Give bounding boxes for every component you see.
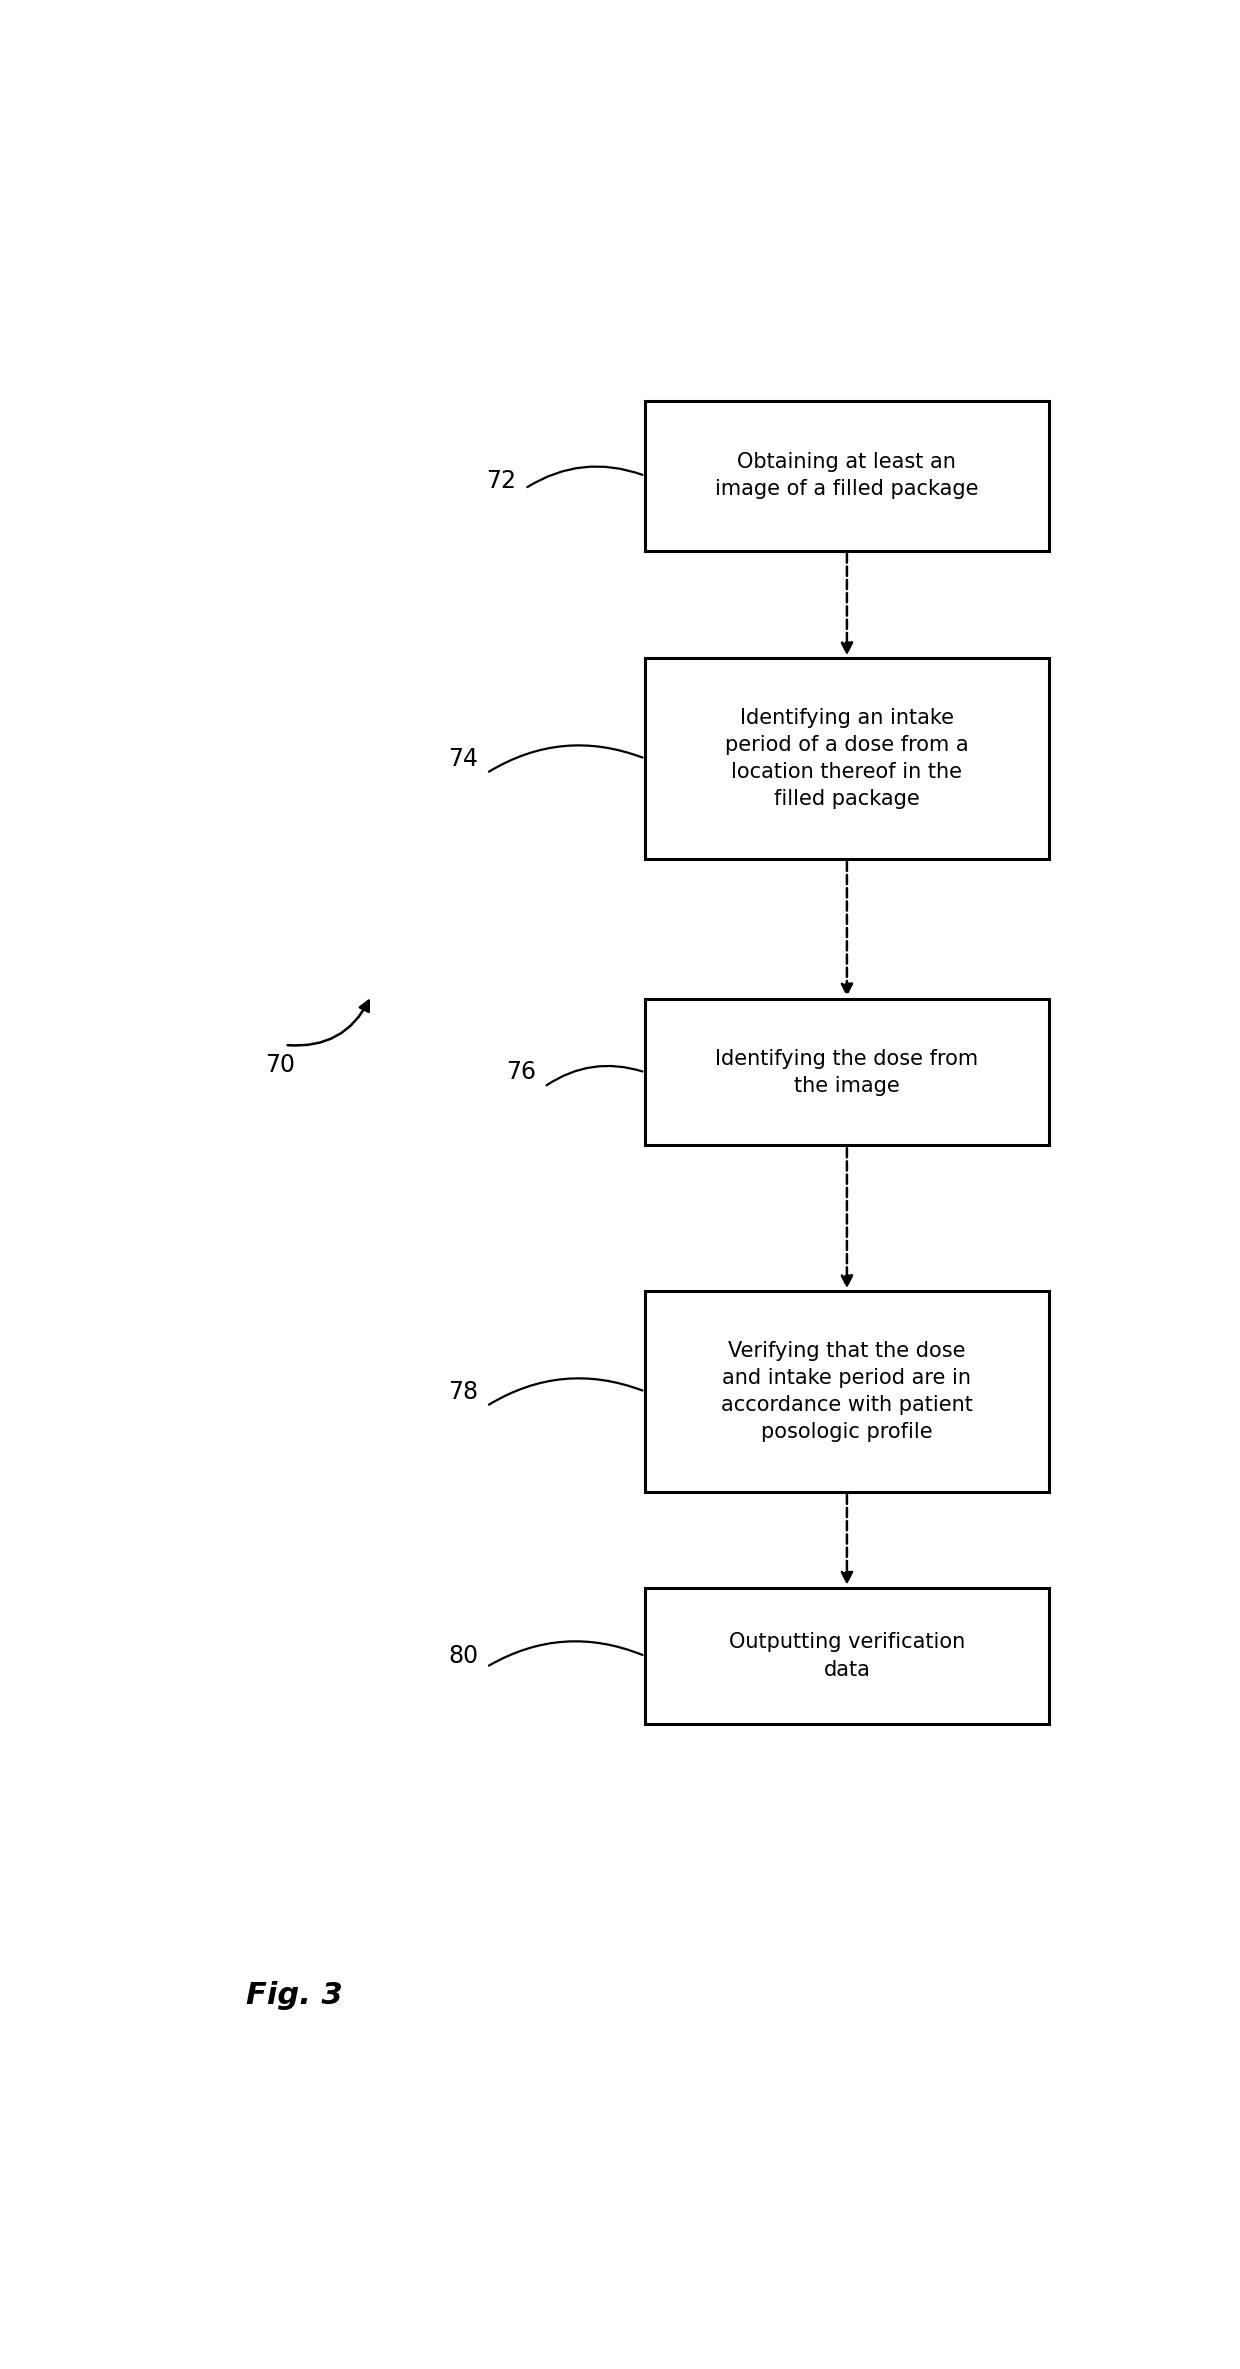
FancyArrowPatch shape — [288, 1000, 368, 1045]
FancyBboxPatch shape — [645, 1291, 1049, 1492]
Text: Verifying that the dose
and intake period are in
accordance with patient
posolog: Verifying that the dose and intake perio… — [720, 1341, 973, 1443]
Text: Outputting verification
data: Outputting verification data — [729, 1632, 965, 1680]
Text: Identifying the dose from
the image: Identifying the dose from the image — [715, 1049, 978, 1097]
Text: Identifying an intake
period of a dose from a
location thereof in the
filled pac: Identifying an intake period of a dose f… — [725, 708, 968, 810]
FancyBboxPatch shape — [645, 1000, 1049, 1144]
FancyBboxPatch shape — [645, 659, 1049, 860]
Text: 70: 70 — [265, 1052, 295, 1078]
Text: 78: 78 — [448, 1379, 479, 1402]
FancyBboxPatch shape — [645, 1587, 1049, 1725]
Text: 80: 80 — [448, 1644, 479, 1668]
FancyArrowPatch shape — [489, 1379, 642, 1405]
FancyBboxPatch shape — [645, 400, 1049, 550]
FancyArrowPatch shape — [547, 1066, 642, 1085]
FancyArrowPatch shape — [489, 746, 642, 772]
Text: Obtaining at least an
image of a filled package: Obtaining at least an image of a filled … — [715, 452, 978, 500]
Text: 76: 76 — [506, 1061, 536, 1085]
FancyArrowPatch shape — [527, 467, 642, 488]
Text: 72: 72 — [486, 469, 517, 493]
Text: Fig. 3: Fig. 3 — [247, 1980, 343, 2009]
Text: 74: 74 — [448, 746, 479, 770]
FancyArrowPatch shape — [489, 1642, 642, 1665]
